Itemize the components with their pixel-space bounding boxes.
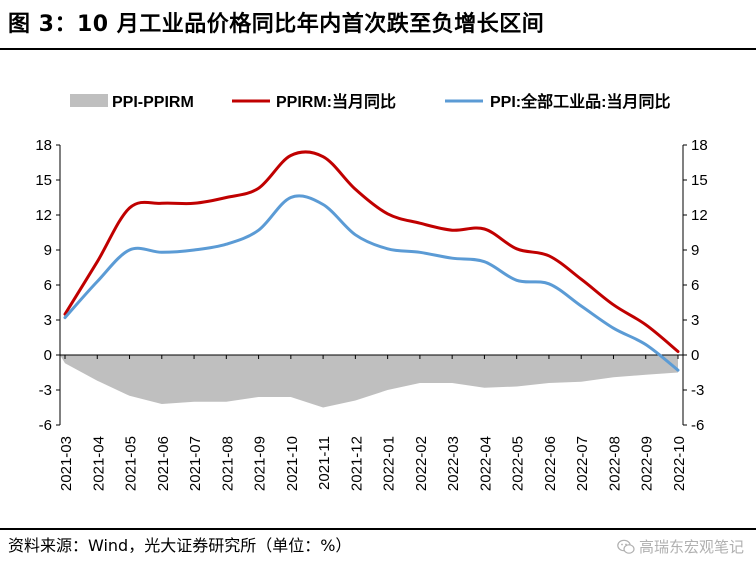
legend-item-ppi: PPI:全部工业品:当月同比: [445, 92, 670, 111]
x-tick-label: 2022-05: [510, 436, 527, 491]
x-tick-label: 2022-01: [381, 436, 398, 491]
y-tick-label-right: 18: [691, 137, 708, 154]
legend-label: PPI-PPIRM: [112, 94, 194, 111]
x-tick-label: 2021-08: [219, 436, 236, 491]
y-tick-label-left: 12: [35, 207, 52, 224]
x-tick-label: 2022-10: [671, 436, 688, 491]
line-series-ppi: [63, 194, 680, 372]
x-tick-label: 2021-10: [284, 436, 301, 491]
y-tick-label-right: 3: [691, 312, 699, 329]
watermark: 高瑞东宏观笔记: [617, 536, 744, 557]
legend-label: PPI:全部工业品:当月同比: [490, 92, 670, 111]
y-tick-label-right: -3: [691, 382, 704, 399]
y-tick-label-left: 18: [35, 137, 52, 154]
x-tick-label: 2021-06: [155, 436, 172, 491]
line-series-ppirm: [63, 150, 680, 353]
source-note: 资料来源：Wind，光大证券研究所（单位：%）: [8, 536, 352, 555]
y-tick-label-left: 9: [44, 242, 52, 259]
ticks-layer: -6 -6 -3 -3 0 0 3 3 6 6 9 9 12 12 15 15 18 18 2021-03 2021-…: [35, 137, 707, 491]
footer-divider: [0, 528, 756, 530]
y-tick-label-right: 9: [691, 242, 699, 259]
y-tick-label-right: 15: [691, 172, 708, 189]
x-tick-label: 2021-05: [123, 436, 140, 491]
y-tick-label-left: 0: [44, 347, 52, 364]
x-tick-label: 2022-02: [413, 436, 430, 491]
x-tick-label: 2022-07: [574, 436, 591, 491]
y-tick-label-right: -6: [691, 417, 704, 434]
y-tick-label-right: 6: [691, 277, 699, 294]
watermark-text: 高瑞东宏观笔记: [638, 538, 744, 556]
y-tick-label-left: -3: [39, 382, 52, 399]
y-tick-label-left: 15: [35, 172, 52, 189]
x-tick-label: 2021-11: [316, 436, 333, 490]
x-tick-label: 2021-07: [187, 436, 204, 491]
x-tick-label: 2022-03: [445, 436, 462, 491]
title-divider: [0, 48, 756, 50]
legend-item-ppirm: PPIRM:当月同比: [232, 92, 396, 111]
legend-label: PPIRM:当月同比: [276, 92, 396, 111]
y-tick-label-left: 3: [44, 312, 52, 329]
area-layer: [60, 355, 678, 408]
lines-layer: [63, 150, 680, 372]
x-tick-label: 2022-04: [477, 436, 494, 491]
chart-title: 图 3：10 月工业品价格同比年内首次跌至负增长区间: [8, 12, 545, 37]
x-tick-label: 2021-03: [58, 436, 75, 491]
legend-item-ppi-ppirm: PPI-PPIRM: [70, 94, 194, 111]
x-tick-label: 2021-12: [348, 436, 365, 491]
area-series-ppi-ppirm: [60, 355, 678, 408]
axes-layer: [56, 144, 687, 426]
y-tick-label-right: 12: [691, 207, 708, 224]
x-tick-label: 2021-09: [252, 436, 269, 491]
x-tick-label: 2022-06: [542, 436, 559, 491]
legend-swatch-area: [70, 94, 108, 107]
wechat-icon: [617, 539, 635, 554]
y-tick-label-right: 0: [691, 347, 699, 364]
x-tick-label: 2022-09: [639, 436, 656, 491]
x-tick-label: 2021-04: [90, 436, 107, 491]
y-tick-label-left: -6: [39, 417, 52, 434]
line-chart: PPI-PPIRM PPIRM:当月同比 PPI:全部工业品:当月同比 -6 -6 -3…: [35, 92, 707, 491]
y-tick-label-left: 6: [44, 277, 52, 294]
x-tick-label: 2022-08: [606, 436, 623, 491]
legend: PPI-PPIRM PPIRM:当月同比 PPI:全部工业品:当月同比: [70, 92, 670, 111]
